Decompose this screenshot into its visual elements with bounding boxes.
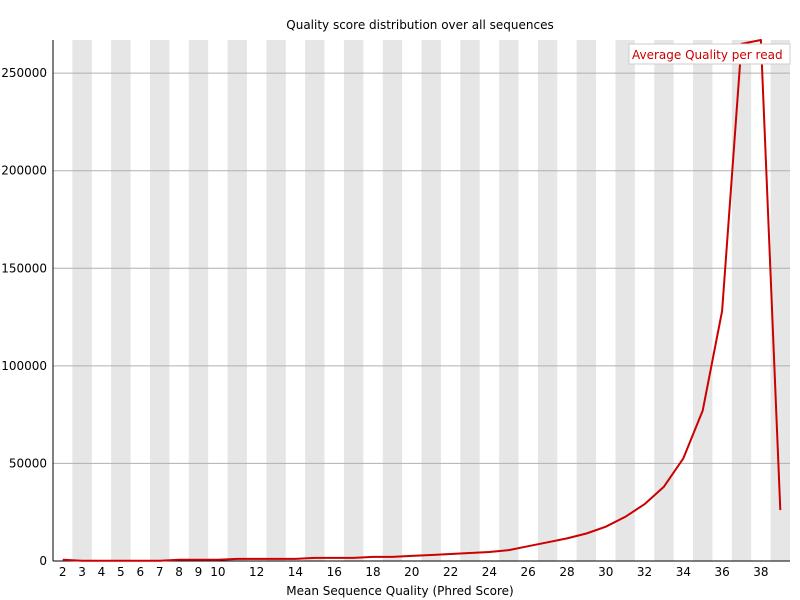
x-tick-22: 22 [443, 565, 458, 579]
y-tick-200000: 200000 [1, 164, 47, 178]
band-27 [537, 40, 558, 561]
legend-box [628, 43, 791, 65]
y-tick-150000: 150000 [1, 261, 47, 275]
band-9 [188, 40, 209, 561]
x-tick-28: 28 [559, 565, 574, 579]
x-tick-38: 38 [753, 565, 768, 579]
band-19 [382, 40, 403, 561]
y-tick-50000: 50000 [9, 456, 47, 470]
band-29 [576, 40, 597, 561]
band-37 [731, 40, 752, 561]
x-tick-12: 12 [249, 565, 264, 579]
band-5 [111, 40, 131, 561]
band-3 [72, 40, 92, 561]
axes [52, 40, 790, 562]
x-tick-6: 6 [136, 565, 144, 579]
x-tick-18: 18 [365, 565, 380, 579]
x-tick-30: 30 [598, 565, 613, 579]
legend-entry: Average Quality per read [632, 48, 783, 62]
x-tick-5: 5 [117, 565, 125, 579]
band-15 [305, 40, 325, 561]
series-lines [62, 39, 782, 562]
y-tick-100000: 100000 [1, 359, 47, 373]
band-25 [499, 40, 519, 561]
x-tick-20: 20 [404, 565, 419, 579]
x-tick-3: 3 [78, 565, 86, 579]
x-tick-10: 10 [210, 565, 225, 579]
band-35 [693, 40, 713, 561]
y-tick-labels: 0 50000 100000 150000 200000 250000 [1, 66, 47, 568]
background-bands [72, 40, 790, 561]
x-tick-2: 2 [59, 565, 67, 579]
x-tick-14: 14 [288, 565, 303, 579]
y-tick-250000: 250000 [1, 66, 47, 80]
band-13 [266, 40, 286, 561]
x-tick-7: 7 [156, 565, 164, 579]
band-39 [770, 40, 790, 561]
x-tick-36: 36 [714, 565, 729, 579]
band-11 [227, 40, 247, 561]
band-23 [460, 40, 480, 561]
band-21 [421, 40, 441, 561]
x-tick-34: 34 [676, 565, 691, 579]
chart-title: Quality score distribution over all sequ… [286, 18, 553, 32]
x-tick-8: 8 [175, 565, 183, 579]
band-7 [149, 40, 170, 561]
x-tick-32: 32 [637, 565, 652, 579]
band-17 [343, 40, 364, 561]
x-tick-26: 26 [521, 565, 536, 579]
legend: Average Quality per read [628, 43, 791, 65]
y-tick-0: 0 [39, 554, 47, 568]
x-tick-24: 24 [482, 565, 497, 579]
x-axis-label: Mean Sequence Quality (Phred Score) [286, 584, 514, 598]
x-tick-4: 4 [98, 565, 106, 579]
band-33 [654, 40, 674, 561]
horizontal-gridlines [53, 72, 790, 464]
x-tick-9: 9 [195, 565, 203, 579]
series-line-0 [62, 39, 782, 562]
x-tick-16: 16 [327, 565, 342, 579]
x-tick-labels: 2 3 4 5 6 7 8 9 10 12 14 16 18 20 22 24 26 28 30 32 34 36 38 [59, 565, 769, 579]
band-31 [615, 40, 635, 561]
